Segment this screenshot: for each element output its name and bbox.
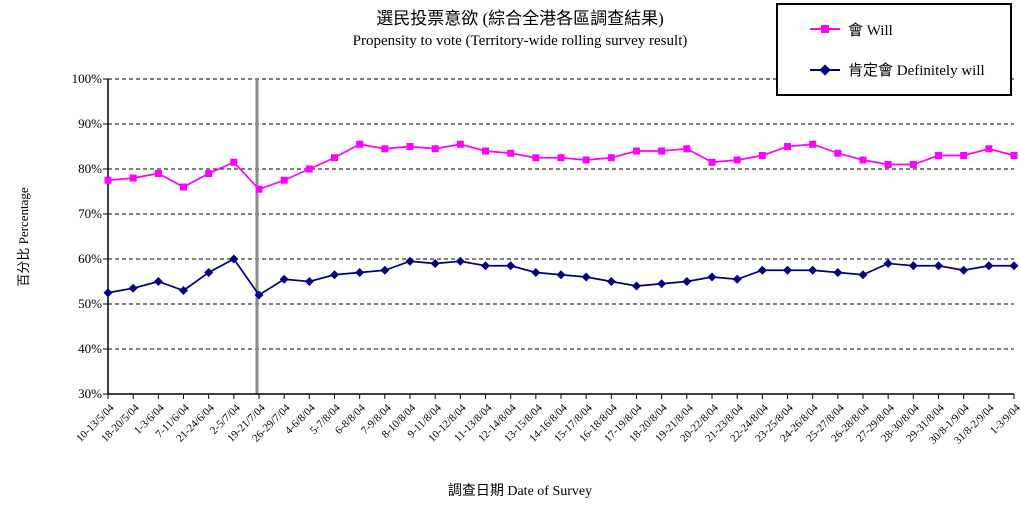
definitely-will-marker <box>959 265 969 275</box>
definitely-will-marker <box>732 274 742 284</box>
will-marker <box>305 165 313 173</box>
definitely-will-marker <box>783 265 792 275</box>
definitely-will-marker <box>606 277 616 286</box>
y-tick-label: 90% <box>78 116 102 131</box>
definitely-will-marker <box>380 265 390 275</box>
y-tick-label: 80% <box>78 161 102 176</box>
will-marker <box>607 154 615 162</box>
will-marker <box>809 140 817 148</box>
definitely-will-marker <box>908 261 918 271</box>
y-tick-label: 70% <box>78 206 102 221</box>
definitely-will-marker <box>128 283 138 293</box>
definitely-will-marker <box>632 281 641 291</box>
y-tick-label: 40% <box>78 341 102 356</box>
will-marker <box>658 147 666 155</box>
will-line <box>107 143 1015 191</box>
will-marker <box>381 145 389 153</box>
definitely-will-marker <box>682 277 692 286</box>
definitely-will-marker <box>153 277 163 286</box>
definitely-will-marker <box>858 270 868 280</box>
will-marker <box>104 176 112 184</box>
legend: 會 Will 肯定會 Definitely will <box>776 3 1012 96</box>
will-marker <box>960 152 968 159</box>
definitely-will-marker <box>103 288 113 298</box>
will-marker <box>582 156 590 164</box>
definitely-will-marker <box>984 261 994 271</box>
definitely-will-marker <box>833 268 843 277</box>
will-marker <box>758 152 766 159</box>
legend-item-will: 會 Will <box>810 19 1010 40</box>
definitely-will-marker <box>506 261 516 271</box>
definitely-will-marker <box>883 259 893 268</box>
will-marker <box>255 185 263 193</box>
definitely-will-marker <box>455 256 465 266</box>
will-marker <box>683 145 691 153</box>
will-marker <box>859 156 867 164</box>
definitely-will-series-marker-icon <box>810 64 840 76</box>
will-marker <box>708 158 716 166</box>
definitely-will-marker <box>179 286 188 295</box>
will-series-marker-icon <box>810 23 840 35</box>
will-marker <box>356 140 364 148</box>
definitely-will-marker <box>330 270 339 280</box>
legend-label-will: 會 Will <box>848 22 893 39</box>
definitely-will-marker <box>405 256 415 266</box>
will-marker <box>230 158 238 166</box>
definitely-will-marker <box>481 261 490 271</box>
definitely-will-marker <box>229 254 239 264</box>
will-marker <box>406 143 414 150</box>
y-tick-label: 30% <box>78 386 102 401</box>
definitely-will-marker <box>581 272 591 282</box>
will-marker <box>129 174 137 182</box>
chart-title-en: Propensity to vote (Territory-wide rolli… <box>352 32 688 49</box>
will-marker <box>507 149 515 157</box>
will-marker <box>532 154 540 162</box>
will-marker <box>633 147 640 155</box>
definitely-will-marker <box>757 265 767 275</box>
will-marker <box>180 183 187 191</box>
definitely-will-marker <box>556 270 566 280</box>
will-marker <box>154 170 162 177</box>
chart-title-zh: 選民投票意欲 (綜合全港各區調查結果) <box>376 9 664 28</box>
definitely-will-marker <box>531 268 541 277</box>
definitely-will-marker <box>657 279 667 289</box>
will-marker <box>834 149 842 157</box>
will-marker <box>985 145 993 153</box>
legend-label-definitely-will: 肯定會 Definitely will <box>848 63 985 80</box>
will-marker <box>456 140 464 148</box>
will-marker <box>784 143 791 150</box>
definitely-will-marker <box>808 265 818 275</box>
legend-item-definitely-will: 肯定會 Definitely will <box>810 59 1010 80</box>
definitely-will-marker <box>355 268 365 277</box>
y-tick-label: 50% <box>78 296 102 311</box>
definitely-will-marker <box>304 277 314 286</box>
will-marker <box>331 154 338 162</box>
definitely-will-marker <box>430 259 440 268</box>
definitely-will-marker <box>934 261 943 271</box>
chart-title: 選民投票意欲 (綜合全港各區調查結果) Propensity to vote (… <box>20 8 1020 51</box>
will-marker <box>482 147 489 155</box>
will-marker <box>884 161 892 168</box>
will-marker <box>431 145 439 153</box>
definitely-will-marker <box>279 274 289 284</box>
definitely-will-marker <box>707 272 717 282</box>
will-marker <box>909 161 917 168</box>
will-marker <box>557 154 565 162</box>
y-tick-label: 100% <box>71 71 102 86</box>
will-marker <box>1010 152 1018 159</box>
will-marker <box>733 156 741 164</box>
x-axis-title: 調查日期 Date of Survey <box>447 484 593 499</box>
will-marker <box>935 152 942 159</box>
definitely-will-marker <box>254 290 264 300</box>
y-tick-label: 60% <box>78 251 102 266</box>
definitely-will-marker <box>204 268 214 277</box>
will-marker <box>280 176 288 184</box>
will-marker <box>205 170 213 177</box>
definitely-will-marker <box>1009 261 1019 271</box>
